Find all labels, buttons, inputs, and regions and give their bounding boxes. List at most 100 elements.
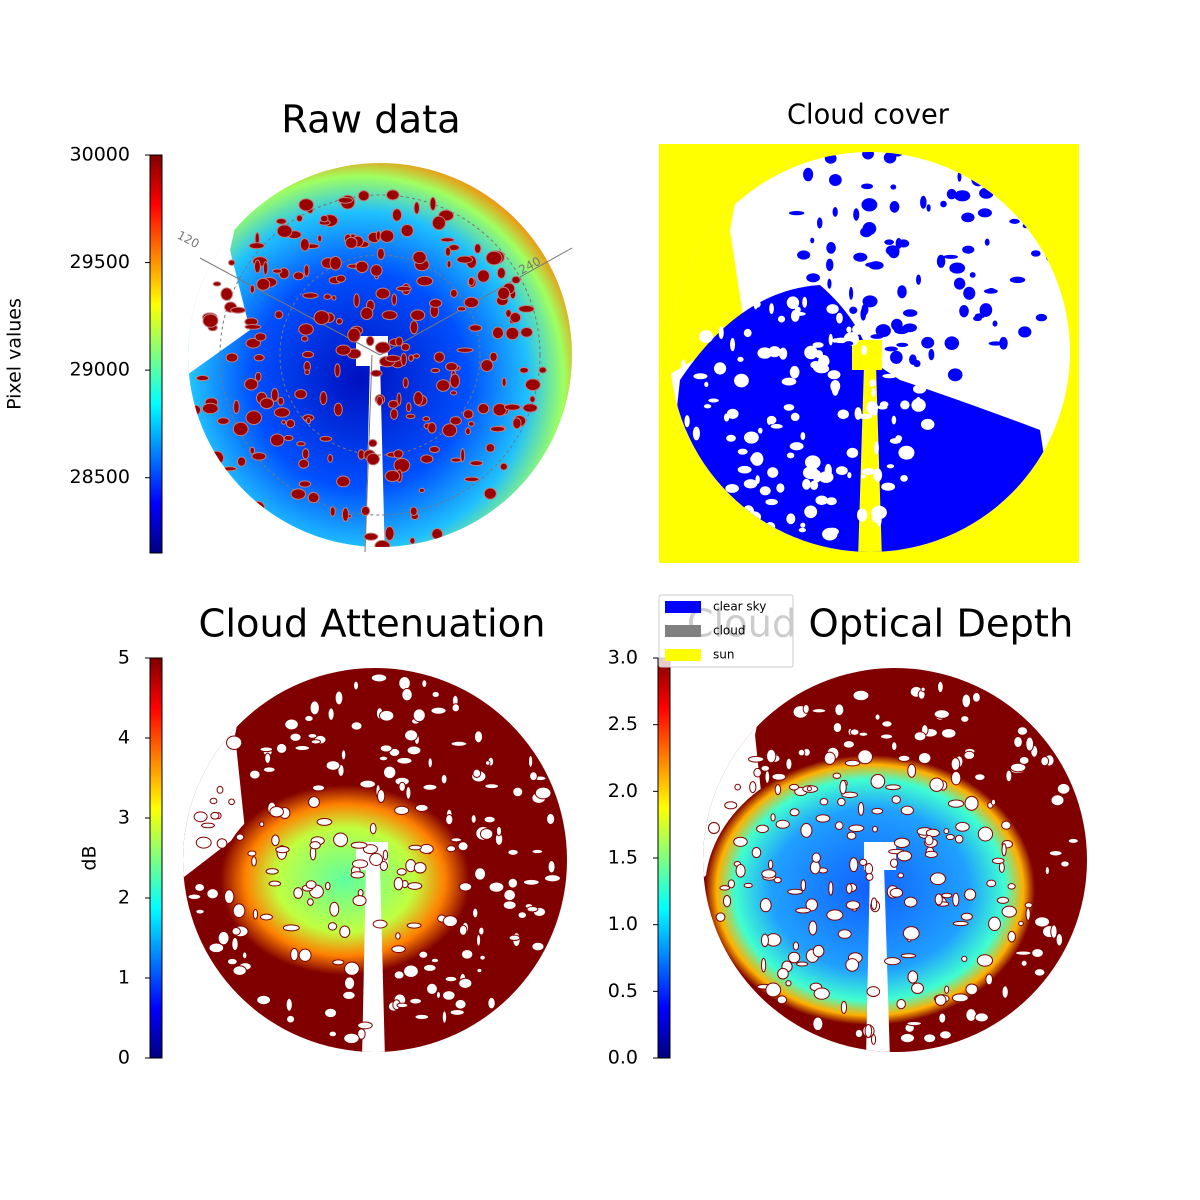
texture — [845, 958, 860, 972]
texture — [789, 442, 804, 451]
texture — [472, 768, 482, 778]
texture — [872, 825, 878, 833]
colorbar-frame — [149, 154, 163, 554]
texture — [846, 326, 852, 333]
texture — [913, 731, 927, 742]
texture — [797, 748, 806, 757]
texture — [391, 208, 403, 222]
legend-label: clear sky — [713, 600, 766, 614]
texture — [963, 750, 976, 760]
texture — [781, 377, 797, 386]
texture — [223, 889, 235, 905]
texture — [232, 421, 249, 437]
texture — [458, 977, 473, 989]
texture — [771, 772, 787, 781]
texture — [756, 824, 769, 834]
texture — [451, 703, 460, 713]
texture — [436, 379, 451, 392]
texture — [341, 507, 350, 522]
texture — [957, 171, 962, 182]
texture — [441, 1010, 448, 1024]
texture — [366, 452, 380, 466]
texture — [477, 402, 490, 415]
texture — [1013, 736, 1023, 749]
texture — [737, 465, 752, 474]
texture — [325, 881, 331, 891]
texture — [401, 688, 413, 702]
texture — [195, 908, 205, 915]
texture — [881, 482, 896, 491]
texture — [400, 352, 408, 367]
texture — [1001, 843, 1007, 857]
texture — [699, 330, 714, 344]
texture — [296, 441, 306, 447]
texture — [408, 844, 422, 851]
texture — [298, 458, 310, 469]
texture — [900, 953, 917, 959]
colorbar-tick-label: 1.0 — [608, 913, 638, 935]
texture — [195, 374, 210, 382]
texture — [856, 508, 868, 522]
texture — [881, 720, 893, 728]
texture — [457, 841, 469, 852]
texture — [776, 483, 785, 493]
texture — [844, 341, 854, 346]
texture — [743, 328, 752, 338]
texture — [377, 789, 386, 804]
texture — [751, 846, 762, 859]
texture — [400, 224, 414, 238]
texture — [835, 466, 848, 476]
texture — [849, 306, 858, 314]
texture — [858, 731, 869, 737]
texture — [790, 412, 800, 422]
texture — [861, 198, 878, 212]
texture — [369, 852, 383, 866]
texture — [405, 785, 412, 800]
texture — [430, 706, 447, 715]
texture — [226, 735, 243, 750]
texture — [737, 448, 748, 455]
texture — [468, 324, 483, 332]
texture — [512, 417, 522, 430]
texture — [848, 824, 865, 833]
texture — [953, 277, 966, 290]
texture — [301, 448, 310, 460]
colorbar-tick-label: 2 — [118, 887, 130, 909]
texture — [767, 859, 774, 870]
colorbar-tick-label: 2.5 — [608, 713, 638, 735]
texture — [422, 416, 431, 422]
colorbar-tick-label: 4 — [118, 727, 130, 749]
texture — [761, 869, 777, 879]
texture — [303, 264, 310, 277]
texture — [1003, 127, 1008, 134]
texture — [750, 452, 764, 466]
texture — [733, 836, 748, 847]
panel-title: Raw data — [281, 98, 460, 143]
texture — [903, 896, 918, 908]
texture — [906, 1020, 922, 1027]
texture — [236, 456, 247, 467]
texture — [834, 821, 844, 831]
texture — [984, 288, 998, 294]
texture — [416, 275, 434, 287]
texture — [362, 844, 378, 855]
texture — [460, 448, 466, 463]
texture — [1020, 959, 1028, 967]
texture — [308, 796, 320, 809]
texture — [828, 881, 834, 896]
colorbar-tick-label: 1.5 — [608, 847, 638, 869]
texture — [972, 692, 981, 703]
texture — [395, 932, 401, 940]
texture — [372, 919, 388, 929]
texture — [328, 1030, 338, 1038]
texture — [804, 455, 821, 470]
texture — [216, 785, 224, 794]
colorbar-tick-label: 0.0 — [608, 1047, 638, 1069]
texture — [844, 759, 861, 767]
texture — [503, 888, 516, 902]
texture — [193, 811, 208, 823]
texture — [529, 395, 536, 403]
texture — [292, 271, 305, 281]
texture — [507, 848, 519, 856]
texture — [329, 506, 336, 517]
